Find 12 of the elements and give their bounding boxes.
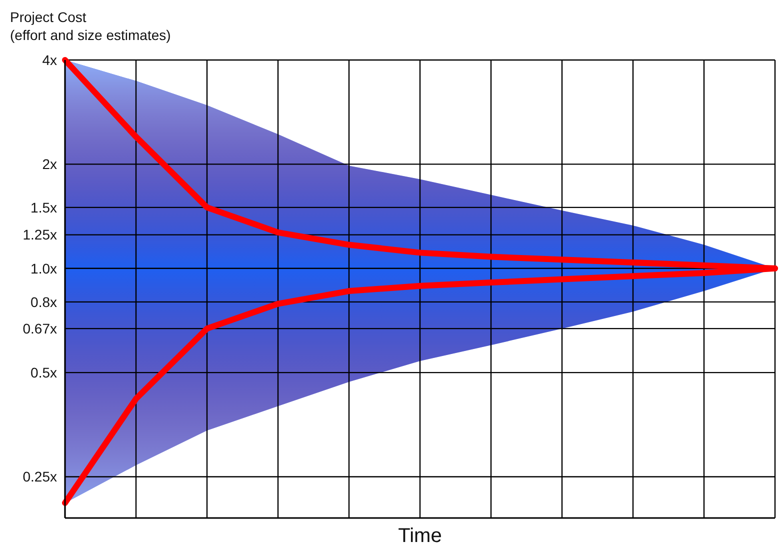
y-tick-label: 0.25x [22, 468, 57, 485]
y-tick-label: 1.25x [22, 226, 57, 243]
chart-title: Project Cost [10, 9, 86, 25]
y-tick-label: 1.5x [30, 199, 57, 216]
y-tick-label: 0.67x [22, 320, 57, 336]
y-tick-label: 1.0x [30, 260, 57, 276]
y-tick-label: 0.5x [30, 364, 57, 380]
y-tick-label: 4x [42, 52, 57, 68]
y-tick-label: 2x [42, 156, 57, 172]
y-tick-label: 0.8x [30, 294, 57, 310]
x-axis-title: Time [398, 525, 442, 546]
chart-subtitle: (effort and size estimates) [10, 27, 171, 43]
